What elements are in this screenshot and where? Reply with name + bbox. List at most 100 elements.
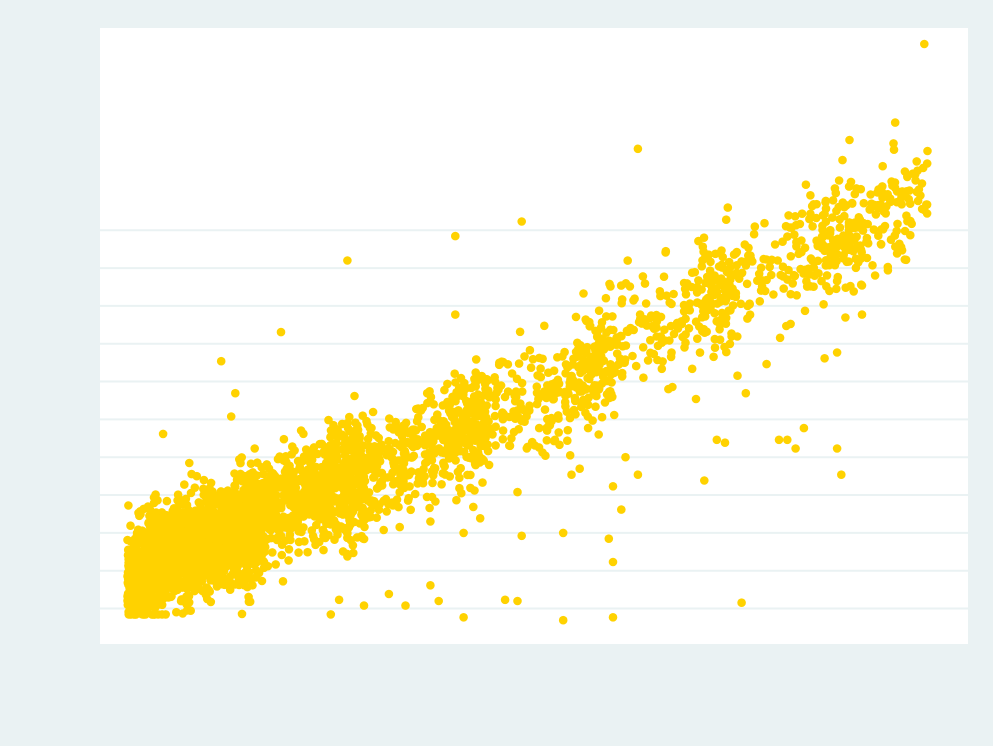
data-point-2281: [228, 569, 237, 579]
data-point-2904: [525, 345, 535, 355]
data-point-3525: [805, 214, 814, 224]
data-point-2849: [325, 497, 335, 506]
data-point-2821: [405, 482, 414, 491]
data-point-3337: [601, 293, 611, 303]
data-point-1947: [317, 439, 327, 449]
data-point-1327: [162, 496, 172, 506]
data-point-2523: [455, 483, 464, 493]
data-point-2586: [410, 489, 420, 499]
data-point-3295: [631, 361, 641, 371]
data-point-2826: [469, 502, 478, 512]
data-point-3783: [845, 135, 854, 145]
data-point-1676: [186, 532, 195, 542]
data-point-3155: [448, 392, 457, 402]
data-point-2897: [565, 451, 575, 460]
data-point-3375: [578, 385, 588, 395]
data-point-2818: [347, 427, 357, 437]
data-point-2845: [420, 450, 430, 459]
data-point-1441: [123, 600, 133, 610]
data-point-3159: [523, 406, 533, 416]
data-point-3795: [475, 514, 485, 523]
data-point-1669: [177, 537, 187, 546]
data-point-3156: [511, 414, 520, 424]
data-point-3798: [542, 423, 551, 433]
data-point-2214: [264, 464, 274, 473]
data-point-1689: [146, 591, 156, 601]
data-point-3773: [873, 202, 883, 212]
data-point-3487: [749, 229, 759, 239]
data-point-1684: [215, 513, 225, 523]
data-point-3694: [834, 202, 843, 212]
data-point-1571: [211, 498, 220, 508]
data-point-3748: [887, 177, 896, 186]
data-point-3545: [704, 250, 714, 259]
data-point-1641: [218, 545, 228, 554]
data-point-1238: [199, 490, 208, 500]
data-point-3145: [477, 371, 487, 381]
data-point-2578: [379, 525, 389, 535]
data-point-3796: [505, 441, 514, 450]
data-point-3793: [226, 412, 236, 421]
data-point-2827: [395, 522, 405, 532]
data-point-2855: [401, 428, 411, 437]
data-point-3335: [664, 384, 673, 394]
data-point-1664: [160, 586, 170, 596]
data-point-2816: [421, 458, 430, 468]
data-point-1368: [191, 506, 200, 515]
data-point-2346: [294, 548, 303, 557]
data-point-2316: [278, 479, 287, 489]
data-point-1797: [271, 560, 281, 569]
data-point-2878: [319, 527, 329, 536]
data-point-3222: [723, 203, 733, 212]
data-point-3463: [790, 212, 800, 221]
data-point-3479: [784, 265, 793, 275]
data-point-3169: [503, 387, 513, 396]
data-point-2645: [363, 434, 373, 444]
data-point-3167: [475, 426, 485, 436]
data-point-2707: [385, 414, 394, 423]
data-point-2857: [407, 441, 417, 451]
data-point-3723: [876, 240, 886, 249]
data-point-3591: [806, 282, 815, 291]
data-point-2378: [308, 499, 317, 509]
data-point-3568: [724, 257, 734, 267]
data-point-3462: [822, 271, 832, 280]
data-point-3762: [917, 179, 927, 188]
data-point-2280: [284, 513, 294, 523]
data-point-3794: [459, 528, 468, 538]
data-point-3336: [709, 352, 718, 362]
data-point-3361: [643, 356, 653, 365]
data-point-3814: [741, 388, 751, 398]
data-point-3823: [857, 310, 867, 319]
data-point-3705: [897, 200, 906, 209]
data-point-3044: [490, 411, 500, 421]
data-point-3721: [919, 204, 928, 214]
data-point-3322: [576, 340, 585, 350]
data-point-3648: [901, 255, 911, 265]
data-point-3070: [542, 393, 551, 403]
data-point-3484: [712, 317, 721, 326]
data-point-3650: [856, 184, 866, 194]
data-point-2236: [300, 537, 309, 546]
data-point-1688: [129, 610, 139, 619]
data-point-3465: [779, 284, 788, 293]
data-point-3596: [745, 310, 755, 320]
data-point-1691: [150, 610, 159, 619]
data-point-673: [225, 585, 235, 594]
data-point-1673: [199, 513, 208, 523]
data-point-2383: [246, 491, 256, 501]
data-point-3594: [804, 264, 813, 274]
data-point-3837: [608, 557, 618, 567]
data-point-2842: [412, 416, 422, 426]
data-point-2321: [311, 482, 321, 491]
data-point-2364: [304, 472, 314, 481]
data-point-3203: [695, 348, 705, 357]
data-point-1773: [252, 458, 262, 468]
data-point-2997: [476, 441, 486, 450]
data-point-3136: [556, 387, 565, 397]
data-point-2393: [239, 543, 248, 552]
data-point-3560: [718, 252, 727, 262]
data-point-3037: [554, 379, 564, 389]
data-point-3590: [710, 271, 719, 280]
data-point-3261: [646, 335, 655, 345]
